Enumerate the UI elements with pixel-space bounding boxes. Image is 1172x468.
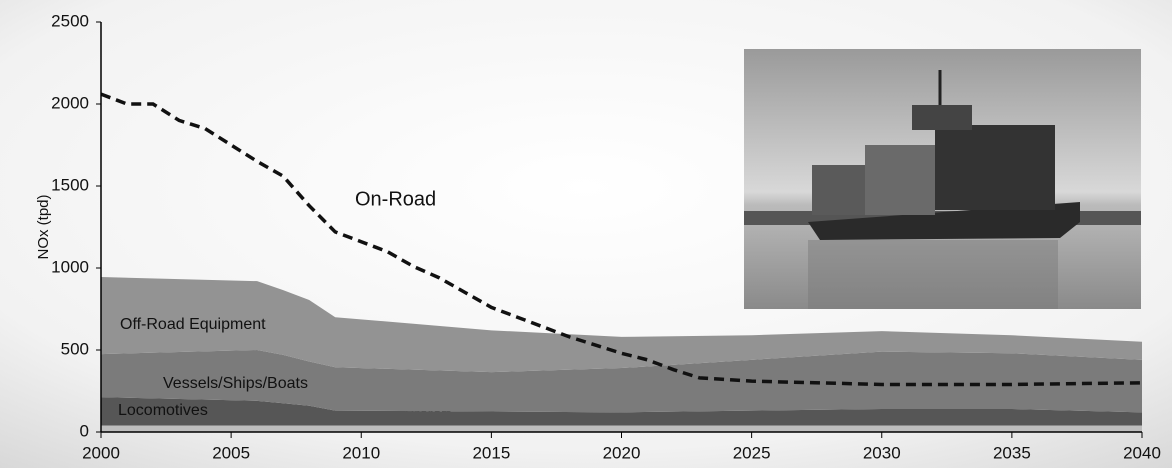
area [101, 350, 1142, 413]
y-tick-label: 1000 [51, 257, 89, 276]
x-tick-label: 2030 [863, 443, 901, 462]
x-tick-label: 2025 [733, 443, 771, 462]
area-label: Locomotives [118, 402, 208, 419]
area [101, 425, 1142, 432]
area-label: Off-Road Equipment [120, 316, 266, 333]
x-tick-label: 2005 [212, 443, 250, 462]
x-tick-label: 2010 [342, 443, 380, 462]
area-label: Vessels/Ships/Boats [163, 375, 308, 392]
photo [744, 49, 1141, 309]
y-axis-label: NOx (tpd) [35, 194, 52, 259]
x-tick-label: 2035 [993, 443, 1031, 462]
line [100, 92, 1143, 387]
y-tick-label: 1500 [51, 175, 89, 194]
x-tick-label: 2040 [1123, 443, 1161, 462]
y-tick-label: 500 [61, 339, 89, 358]
x-tick-label: 2000 [82, 443, 120, 462]
y-tick-label: 2000 [51, 93, 89, 112]
x-tick-label: 2020 [603, 443, 641, 462]
x-tick-label: 2015 [472, 443, 510, 462]
area [101, 397, 1142, 426]
y-tick-label: 2500 [51, 11, 89, 30]
area [101, 277, 1142, 373]
y-tick-label: 0 [80, 421, 89, 440]
line-label: On-Road [355, 188, 436, 210]
